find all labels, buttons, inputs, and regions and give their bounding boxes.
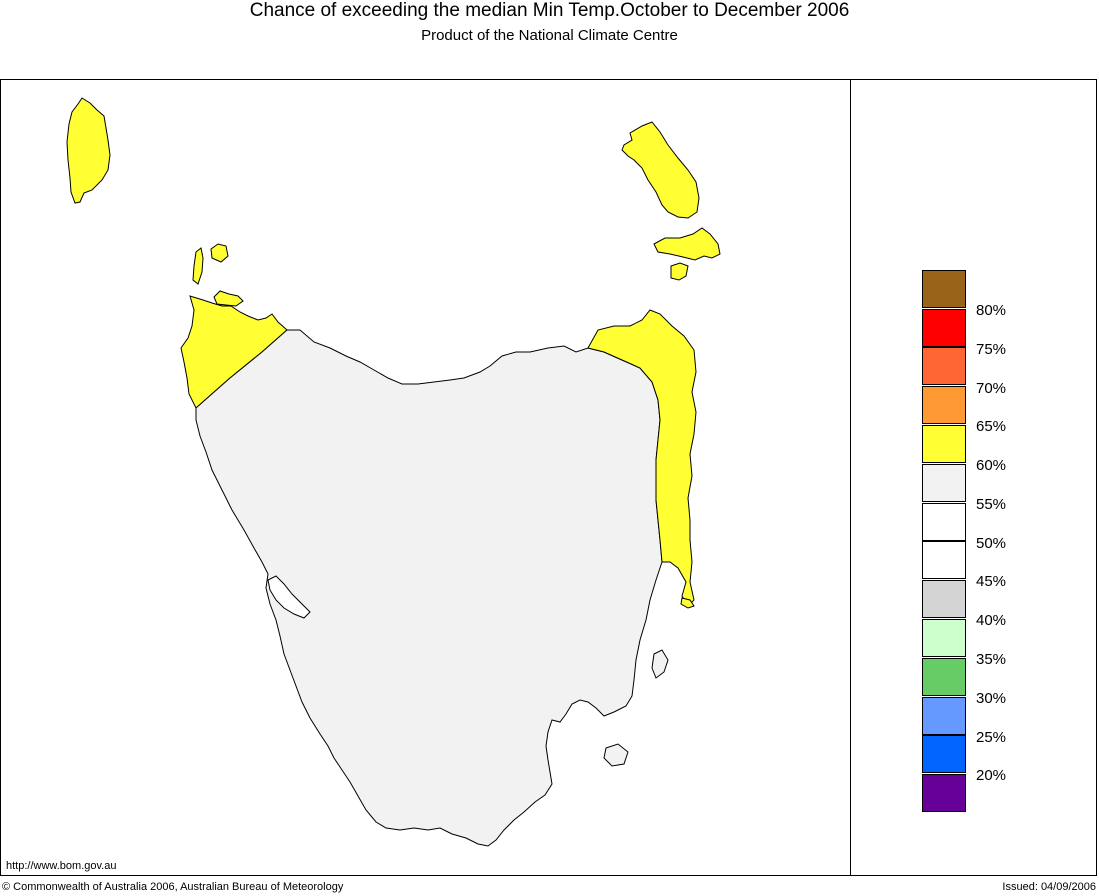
legend-swatch-60-65 — [922, 425, 966, 463]
legend-swatch-75-80 — [922, 309, 966, 347]
map-subtitle: Product of the National Climate Centre — [421, 27, 678, 44]
legend-label-75: 75% — [976, 341, 1007, 358]
legend-label-20: 20% — [976, 767, 1007, 784]
map-title: Chance of exceeding the median Min Temp.… — [249, 0, 850, 21]
legend-label-65: 65% — [976, 418, 1007, 435]
clarke-island — [670, 262, 689, 281]
legend-label-25: 25% — [976, 729, 1007, 746]
legend-label-30: 30% — [976, 690, 1007, 707]
copyright-notice: © Commonwealth of Australia 2006, Austra… — [2, 881, 344, 893]
south-east-islet-1 — [651, 649, 669, 679]
legend-label-45: 45% — [976, 573, 1007, 590]
legend-divider — [850, 79, 851, 876]
flinders-island — [621, 121, 700, 219]
legend-label-60: 60% — [976, 457, 1007, 474]
legend-label-55: 55% — [976, 496, 1007, 513]
cape-barren-island — [653, 227, 721, 261]
three-hummock-island — [210, 243, 229, 263]
legend-swatch-35-40 — [922, 619, 966, 657]
legend-swatch-50-55 — [922, 503, 966, 541]
legend-swatch-40-45 — [922, 580, 966, 618]
robbins-island — [213, 290, 244, 307]
legend-swatch-55-60 — [922, 464, 966, 502]
tasmania-mainland — [195, 329, 663, 847]
legend-swatch-below-20 — [922, 774, 966, 812]
map-frame — [0, 79, 1097, 876]
source-url: http://www.bom.gov.au — [6, 860, 117, 872]
macquarie-harbour — [267, 575, 311, 619]
maria-island — [680, 597, 695, 609]
north-east-yellow-zone — [587, 309, 697, 607]
legend-label-35: 35% — [976, 651, 1007, 668]
king-island — [66, 97, 111, 204]
legend-swatch-65-70 — [922, 386, 966, 424]
legend-label-50: 50% — [976, 535, 1007, 552]
legend-label-80: 80% — [976, 302, 1007, 319]
south-east-islet-2 — [603, 743, 629, 767]
issued-date: Issued: 04/09/2006 — [1002, 881, 1096, 893]
legend-label-40: 40% — [976, 612, 1007, 629]
legend-swatch-70-75 — [922, 347, 966, 385]
legend-swatch-30-35 — [922, 658, 966, 696]
legend-swatch-25-30 — [922, 697, 966, 735]
hunter-island — [192, 247, 204, 285]
legend-label-70: 70% — [976, 380, 1007, 397]
legend-swatch-above-80 — [922, 270, 966, 308]
legend-swatch-45-50 — [922, 541, 966, 579]
legend-swatch-20-25 — [922, 735, 966, 773]
